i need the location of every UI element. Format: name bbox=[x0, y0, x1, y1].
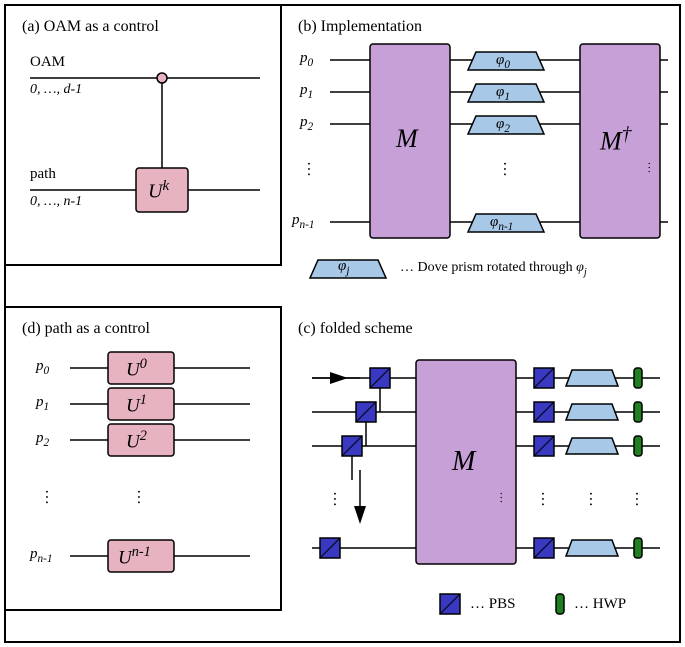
c-dots-r3: … bbox=[631, 491, 649, 507]
panel-c-svg bbox=[0, 0, 685, 647]
legend-pbs: … PBS bbox=[470, 596, 515, 613]
legend-hwp: … HWP bbox=[574, 596, 626, 613]
c-dots-r1: … bbox=[537, 491, 555, 507]
c-dots-r2: … bbox=[585, 491, 603, 507]
c-dots-left: … bbox=[329, 491, 347, 507]
c-m-label: M bbox=[452, 446, 475, 478]
c-dots-m: … bbox=[497, 492, 512, 504]
